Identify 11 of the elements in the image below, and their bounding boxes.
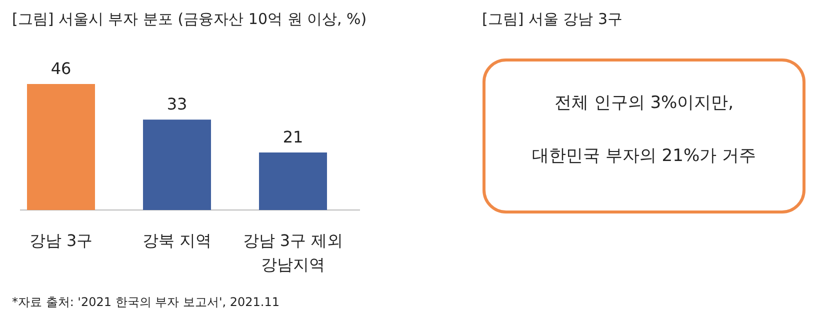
x-tick-label: 강남 3구 — [29, 231, 93, 250]
chart-title: [그림] 서울시 부자 분포 (금융자산 10억 원 이상, %) — [12, 10, 367, 28]
text: [그림] 서울 강남 3구 — [482, 10, 623, 28]
data-label: 33 — [166, 94, 188, 114]
x-tick-label: 강남 3구 제외 강남지역 — [242, 231, 344, 274]
x-tick-label: 강북 지역 — [142, 231, 212, 250]
text: *자료 출처: '2021 한국의 부자 보고서', 2021.11 — [12, 295, 280, 309]
text: 대한민국 부자의 21%가 거주 — [532, 146, 756, 166]
text: 전체 인구의 3%이지만, — [554, 93, 734, 113]
data-label: 46 — [50, 59, 72, 78]
data-label: 21 — [282, 127, 304, 146]
